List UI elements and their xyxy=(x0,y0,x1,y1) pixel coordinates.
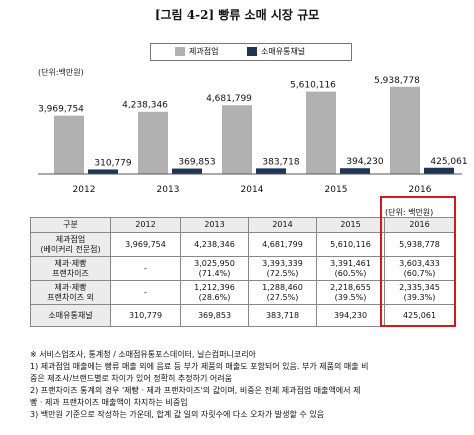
x-tick-label: 2013 xyxy=(157,185,180,195)
bar-retail xyxy=(172,168,202,174)
table-header-row: 구분 2012 2013 2014 2015 2016 xyxy=(30,217,455,233)
bar-store xyxy=(54,115,84,174)
table-cell: 2,335,345 (39.3%) xyxy=(384,280,455,305)
table-row: 소매유통채널 310,779 369,853 383,718 394,230 425,06… xyxy=(30,304,455,327)
table-cell: 369,853 xyxy=(180,304,249,327)
bar-retail xyxy=(88,169,118,174)
table-unit-label: (단위: 백만원) xyxy=(385,208,434,217)
table-cell: 383,718 xyxy=(248,304,317,327)
bar-store xyxy=(306,91,336,174)
table-cell: 310,779 xyxy=(110,304,181,327)
bar-value-label: 5,938,778 xyxy=(374,76,420,86)
bar-retail xyxy=(256,168,286,174)
highlight-box-2016 xyxy=(380,196,456,327)
table-header-cell: 2015 xyxy=(316,217,385,233)
table-cell: 394,230 xyxy=(316,304,385,327)
data-table: 구분 2012 2013 2014 2015 2016 제과점업 (베이커리 전문… xyxy=(30,217,455,327)
footnote-line: 2) 프랜차이즈 통계의 경우 '제빵 · 제과 프랜차이즈'의 값이며, 비중… xyxy=(30,386,361,395)
table-cell: 4,238,346 xyxy=(180,232,249,257)
table-cell: 3,391,461 (60.5%) xyxy=(316,256,385,281)
bar-store xyxy=(390,86,420,174)
bar-value-label: 5,610,116 xyxy=(290,81,336,91)
chart-legend: 제과점업 소매유통채널 xyxy=(150,43,352,61)
x-tick-label: 2014 xyxy=(241,185,264,195)
footnote-line: 1) 제과점업 매출에는 빵류 매출 외에 음료 등 부가 제품의 매출도 포함… xyxy=(30,362,369,371)
bar-store xyxy=(138,111,168,174)
footnotes: ※ 서비스업조사, 통계청 / 소매점유통포스데이터, 닐슨컴퍼니코리아 1) 제… xyxy=(30,349,470,421)
table-row: 제과·제빵 프랜차이즈 -3,025,950 (71.4%) 3,393,339 (72.… xyxy=(30,256,455,281)
bar-chart: 3,969,754 310,779 2012 4,238,346 369,853 2013… xyxy=(38,76,468,195)
table-header-cell: 2013 xyxy=(180,217,249,233)
bar-value-label: 425,061 xyxy=(430,157,467,167)
bar-value-label: 394,230 xyxy=(346,157,383,167)
footnote-line: 빵 · 제과 프랜차이즈 매출액이 차지하는 비중임 xyxy=(30,398,188,407)
legend-swatch-retail xyxy=(247,47,257,56)
table-header-cell: 2016 xyxy=(384,217,455,233)
bar-value-label: 383,718 xyxy=(262,157,299,167)
bar-value-label: 4,681,799 xyxy=(206,94,252,104)
table-cell: 3,969,754 xyxy=(110,232,181,257)
bar-retail xyxy=(340,168,370,174)
table-cell: - xyxy=(110,256,181,281)
data-table-wrap: 구분 2012 2013 2014 2015 2016 제과점업 (베이커리 전문… xyxy=(30,217,455,327)
table-cell: 1,212,396 (28.6%) xyxy=(180,280,249,305)
table-cell: 4,681,799 xyxy=(248,232,317,257)
table-cell: 2,218,655 (39.5%) xyxy=(316,280,385,305)
row-label-cell: 제과점업 (베이커리 전문점) xyxy=(30,232,111,257)
table-row: 제과·제빵 프랜차이즈 외 -1,212,396 (28.6%) 1,288,460 (2… xyxy=(30,280,455,305)
legend-label-retail: 소매유통채널 xyxy=(261,47,306,56)
bar-value-label: 369,853 xyxy=(178,158,215,168)
table-header-cell: 2012 xyxy=(110,217,181,233)
table-cell: - xyxy=(110,280,181,305)
bar-value-label: 4,238,346 xyxy=(122,101,168,111)
x-tick-label: 2012 xyxy=(73,185,96,195)
table-cell: 1,288,460 (27.5%) xyxy=(248,280,317,305)
row-label-cell: 소매유통채널 xyxy=(30,304,111,327)
x-tick-label: 2015 xyxy=(325,185,348,195)
bar-store xyxy=(222,105,252,174)
table-cell: 5,610,116 xyxy=(316,232,385,257)
footnote-line: 중은 제조사/브랜드별로 차이가 있어 정확히 추정하기 어려움 xyxy=(30,374,232,383)
legend-swatch-store xyxy=(175,47,185,56)
legend-label-store: 제과점업 xyxy=(189,47,219,56)
bar-value-label: 310,779 xyxy=(94,158,131,168)
table-cell: 3,025,950 (71.4%) xyxy=(180,256,249,281)
table-header-cell: 2014 xyxy=(248,217,317,233)
table-cell: 3,393,339 (72.5%) xyxy=(248,256,317,281)
chart-unit-label: (단위:백만원) xyxy=(38,68,84,77)
footnote-line: ※ 서비스업조사, 통계청 / 소매점유통포스데이터, 닐슨컴퍼니코리아 xyxy=(30,350,256,359)
bar-value-label: 3,969,754 xyxy=(38,105,84,115)
table-header-cell: 구분 xyxy=(30,217,111,233)
x-tick-label: 2016 xyxy=(409,185,432,195)
footnote-line: 3) 백만원 기준으로 작성하는 가운데, 합계 값 일의 자릿수에 다소 오차… xyxy=(30,410,325,419)
figure-title: [그림 4-2] 빵류 소매 시장 규모 xyxy=(154,8,320,22)
row-label-cell: 제과·제빵 프랜차이즈 외 xyxy=(30,280,111,305)
bar-retail xyxy=(424,167,454,174)
table-row: 제과점업 (베이커리 전문점) 3,969,754 4,238,346 4,681,79… xyxy=(30,232,455,257)
row-label-cell: 제과·제빵 프랜차이즈 xyxy=(30,256,111,281)
